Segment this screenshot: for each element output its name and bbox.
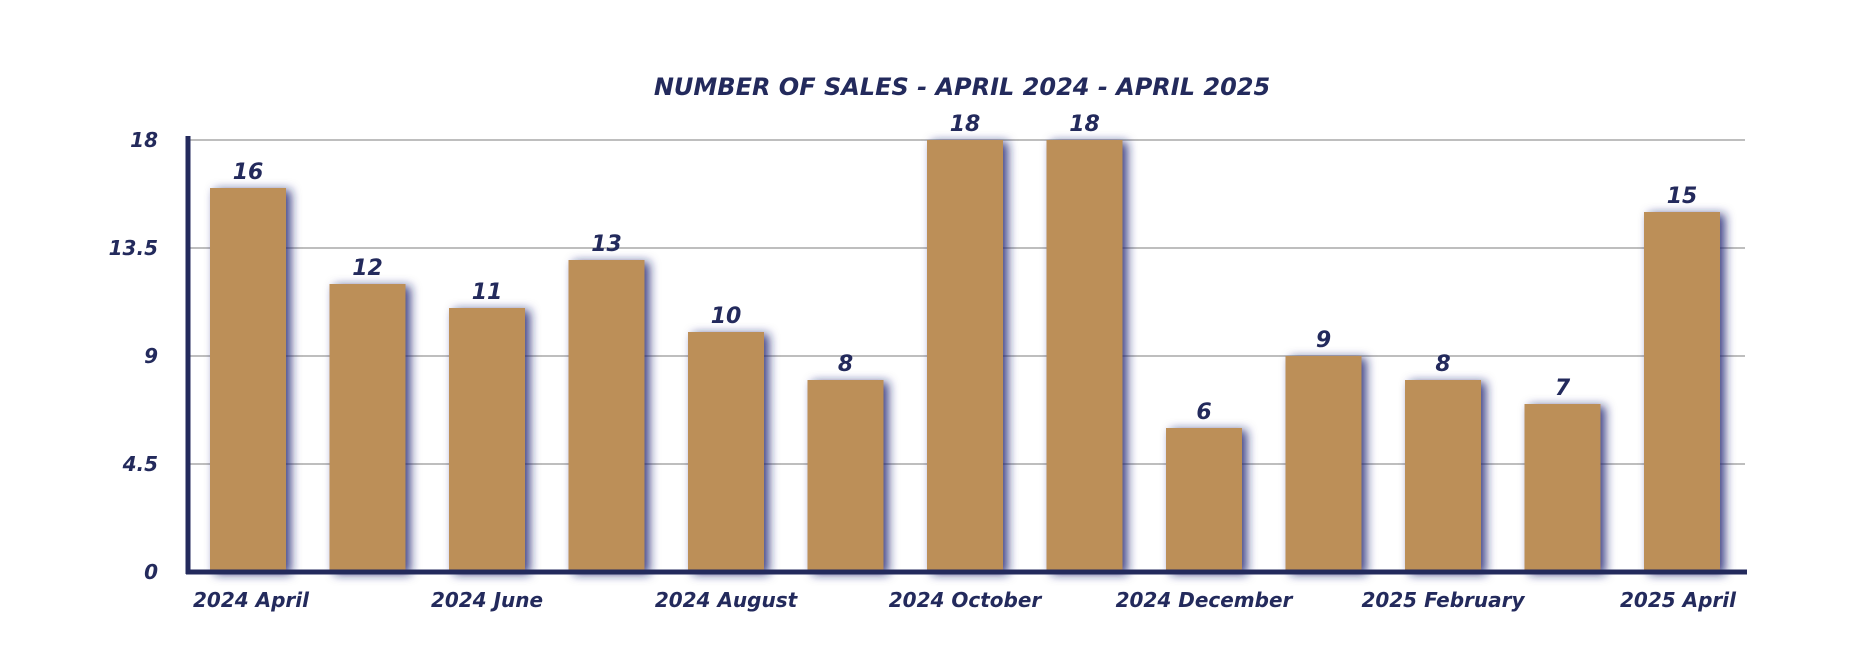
x-tick-label: 2025 February	[1361, 588, 1525, 612]
data-label: 12	[352, 256, 383, 281]
bars	[210, 140, 1720, 572]
data-label: 9	[1316, 328, 1331, 353]
data-label: 7	[1555, 376, 1571, 401]
chart-title: NUMBER OF SALES - APRIL 2024 - APRIL 202…	[654, 73, 1270, 101]
y-tick-label: 4.5	[122, 452, 158, 476]
data-label: 6	[1196, 400, 1211, 425]
axes	[185, 136, 1747, 575]
data-label: 13	[591, 232, 622, 257]
data-label: 16	[233, 160, 264, 185]
y-tick-label: 9	[144, 344, 158, 368]
data-labels: 16 12 11 13 10 8 18 18 6 9 8 7 15	[233, 112, 1698, 425]
bar	[449, 308, 525, 572]
y-tick-label: 13.5	[109, 236, 158, 260]
data-label: 10	[711, 304, 742, 329]
x-tick-label: 2025 April	[1620, 588, 1737, 612]
x-tick-label: 2024 June	[431, 588, 543, 612]
data-label: 18	[950, 112, 981, 137]
x-tick-label: 2024 October	[889, 588, 1043, 612]
y-axis-tick-labels: 0 4.5 9 13.5 18	[109, 128, 158, 584]
bar	[1644, 212, 1720, 572]
bar	[210, 188, 286, 572]
bar	[1405, 380, 1481, 572]
data-label: 11	[472, 280, 503, 305]
x-axis-tick-labels: 2024 April 2024 June 2024 August 2024 Octob…	[193, 588, 1737, 612]
bar	[1046, 140, 1123, 572]
data-label: 8	[838, 352, 853, 377]
data-label: 8	[1435, 352, 1450, 377]
data-label: 18	[1069, 112, 1100, 137]
bar	[688, 332, 764, 572]
data-label: 15	[1667, 184, 1698, 209]
bar	[568, 260, 645, 572]
bar	[807, 380, 884, 572]
x-tick-label: 2024 April	[193, 588, 310, 612]
bar	[329, 284, 406, 572]
bar	[1166, 428, 1242, 572]
bar	[1285, 356, 1362, 572]
x-tick-label: 2024 August	[655, 588, 799, 612]
y-tick-label: 18	[130, 128, 158, 152]
y-tick-label: 0	[144, 560, 158, 584]
bar	[1524, 404, 1601, 572]
x-tick-label: 2024 December	[1116, 588, 1294, 612]
bar	[927, 140, 1003, 572]
